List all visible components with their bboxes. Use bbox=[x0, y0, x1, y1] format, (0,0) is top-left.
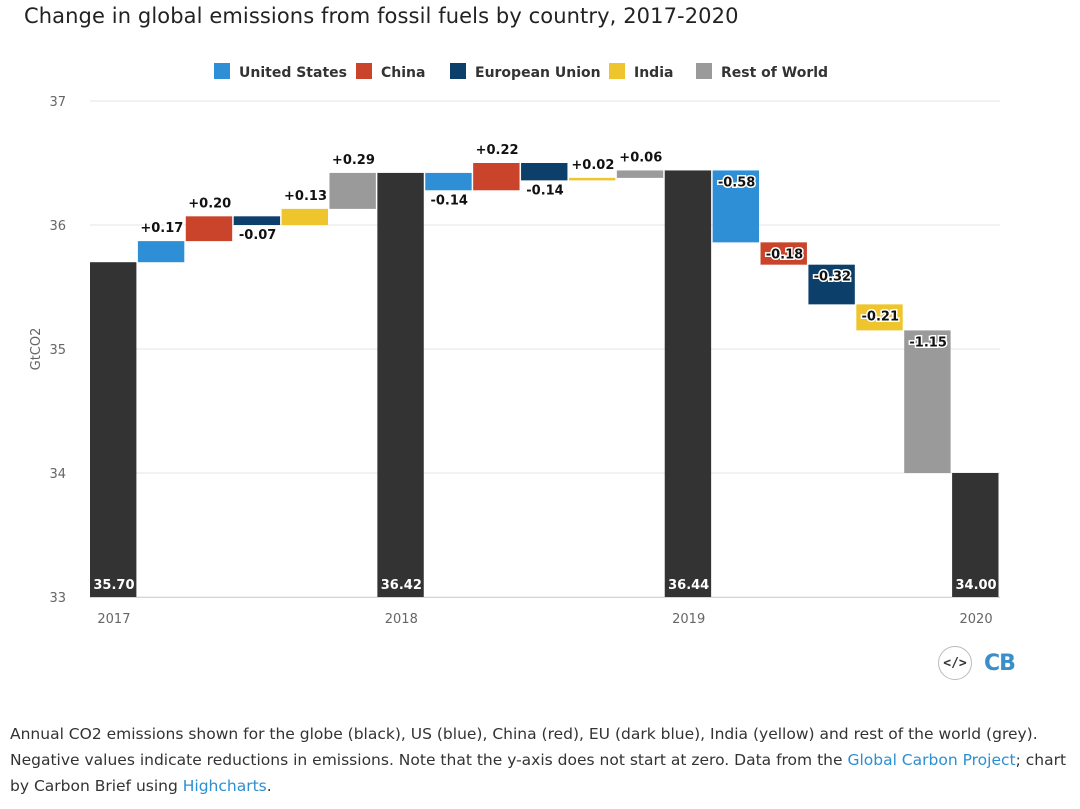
legend-label: Rest of World bbox=[721, 65, 828, 81]
bar-total bbox=[377, 172, 424, 598]
total-data-label: 35.70 bbox=[93, 578, 134, 593]
caption-text-2: ; chart by Carbon Brief using bbox=[10, 751, 1067, 795]
bar-india bbox=[568, 177, 616, 181]
bar-european-union bbox=[521, 163, 568, 181]
change-data-label: -0.14 bbox=[430, 193, 467, 208]
change-data-label: -0.21 bbox=[862, 309, 899, 324]
bar-rest-of-world bbox=[904, 330, 951, 473]
bar-china bbox=[185, 216, 233, 242]
caption-text-1: Annual CO2 emissions shown for the globe… bbox=[10, 725, 1038, 769]
bar-total bbox=[90, 262, 137, 597]
change-data-label: +0.13 bbox=[284, 189, 327, 204]
legend-swatch-india bbox=[609, 63, 625, 79]
bar-total bbox=[952, 473, 999, 597]
chart-title: Change in global emissions from fossil f… bbox=[24, 4, 739, 28]
bar-total bbox=[664, 170, 712, 597]
x-tick-label: 2018 bbox=[385, 612, 418, 627]
change-data-label: -0.14 bbox=[526, 183, 563, 198]
x-tick-label: 2020 bbox=[960, 612, 993, 627]
bar-china bbox=[760, 242, 807, 265]
change-data-label: +0.17 bbox=[140, 221, 183, 236]
bar-india bbox=[856, 304, 903, 331]
legend-swatch-european-union bbox=[450, 63, 466, 79]
y-tick-label: 36 bbox=[49, 219, 66, 234]
bar-india bbox=[281, 208, 328, 225]
y-tick-label: 33 bbox=[49, 591, 66, 606]
y-tick-label: 37 bbox=[49, 95, 66, 110]
legend-label: India bbox=[634, 65, 673, 81]
y-tick-label: 35 bbox=[49, 343, 66, 358]
bar-united-states bbox=[712, 170, 760, 243]
legend-swatch-united-states bbox=[214, 63, 230, 79]
x-tick-label: 2019 bbox=[672, 612, 705, 627]
y-tick-label: 34 bbox=[49, 467, 66, 482]
legend-swatch-rest-of-world bbox=[696, 63, 712, 79]
bar-united-states bbox=[425, 172, 472, 191]
legend-label: European Union bbox=[475, 65, 601, 81]
bar-european-union bbox=[233, 216, 281, 225]
highcharts-link[interactable]: Highcharts bbox=[182, 777, 267, 795]
global-carbon-project-link[interactable]: Global Carbon Project bbox=[847, 751, 1016, 769]
bar-rest-of-world bbox=[616, 170, 664, 178]
bar-rest-of-world bbox=[329, 172, 376, 209]
legend-label: China bbox=[381, 65, 425, 81]
change-data-label: -0.58 bbox=[718, 175, 755, 190]
change-data-label: +0.02 bbox=[571, 158, 614, 173]
embed-code-icon[interactable]: </> bbox=[938, 646, 972, 680]
change-data-label: +0.29 bbox=[332, 153, 375, 168]
change-data-label: +0.20 bbox=[188, 196, 231, 211]
y-axis-title: GtCO2 bbox=[29, 328, 44, 371]
cb-brand-text: CB bbox=[984, 650, 1016, 676]
legend-label: United States bbox=[239, 65, 347, 81]
change-data-label: -0.32 bbox=[814, 270, 851, 285]
total-data-label: 36.42 bbox=[381, 578, 422, 593]
change-data-label: -0.18 bbox=[766, 247, 803, 262]
chart-caption: Annual CO2 emissions shown for the globe… bbox=[10, 721, 1072, 799]
bar-european-union bbox=[808, 264, 855, 305]
change-data-label: -1.15 bbox=[909, 335, 946, 350]
legend-swatch-china bbox=[356, 63, 372, 79]
bar-china bbox=[473, 163, 520, 191]
change-data-label: +0.06 bbox=[619, 150, 662, 165]
change-data-label: -0.07 bbox=[239, 228, 276, 243]
total-data-label: 36.44 bbox=[668, 578, 709, 593]
waterfall-chart: 33 34 35 36 37 GtCO2 United States China Europea… bbox=[29, 63, 1000, 627]
bar-united-states bbox=[137, 241, 185, 263]
x-tick-label: 2017 bbox=[97, 612, 130, 627]
total-data-label: 34.00 bbox=[955, 578, 996, 593]
carbon-brief-logo: </> CB bbox=[938, 645, 1018, 681]
change-data-label: +0.22 bbox=[476, 143, 519, 158]
caption-text-3: . bbox=[266, 777, 272, 795]
